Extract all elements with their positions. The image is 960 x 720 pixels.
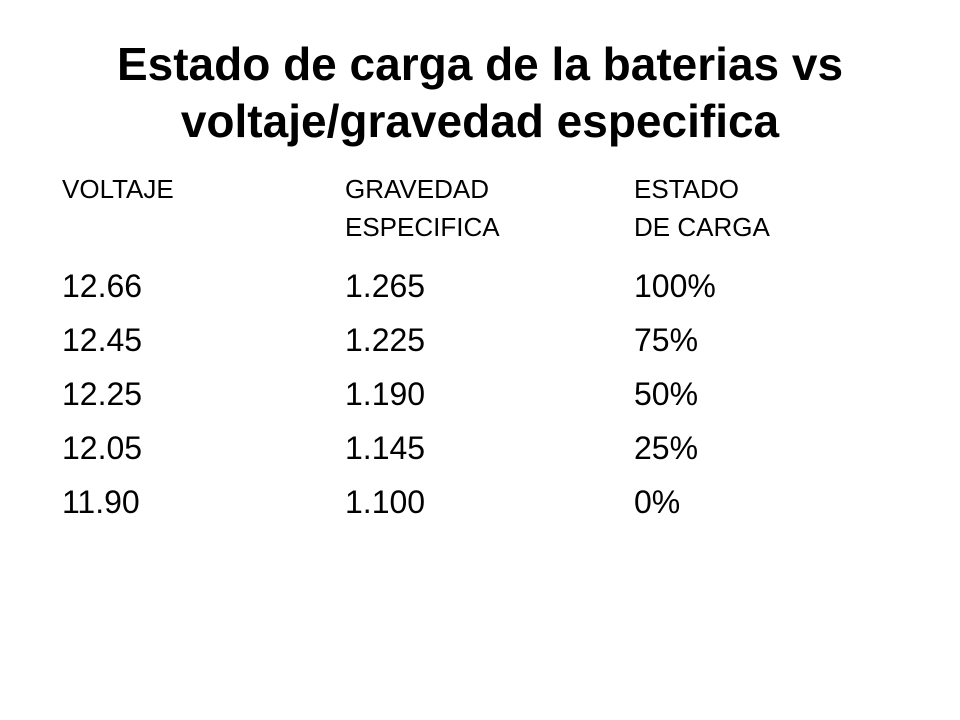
column-header: VOLTAJE [62,174,174,204]
table-cell: 12.25 [62,376,143,412]
column-header: GRAVEDAD [345,174,489,204]
table-cell: 12.45 [62,322,143,358]
table-cell: 11.90 [62,484,140,520]
table-cell: 75% [634,322,699,358]
table-cell: 100% [634,268,716,304]
slide-title: Estado de carga de la baterias vs voltaj… [116,38,844,147]
table-cell: 25% [634,430,699,466]
table-cell: 0% [634,484,681,520]
table-cell: 1.145 [345,430,426,466]
table-cell: 12.66 [62,268,143,304]
table-cell: 50% [634,376,699,412]
column-header: DE CARGA [634,212,770,242]
table-cell: 1.190 [345,376,426,412]
column-header: ESTADO [634,174,739,204]
column-header: ESPECIFICA [345,212,500,242]
table-cell: 1.100 [345,484,426,520]
table-cell: 1.225 [345,322,426,358]
table-cell: 1.265 [345,268,426,304]
table-cell: 12.05 [62,430,143,466]
